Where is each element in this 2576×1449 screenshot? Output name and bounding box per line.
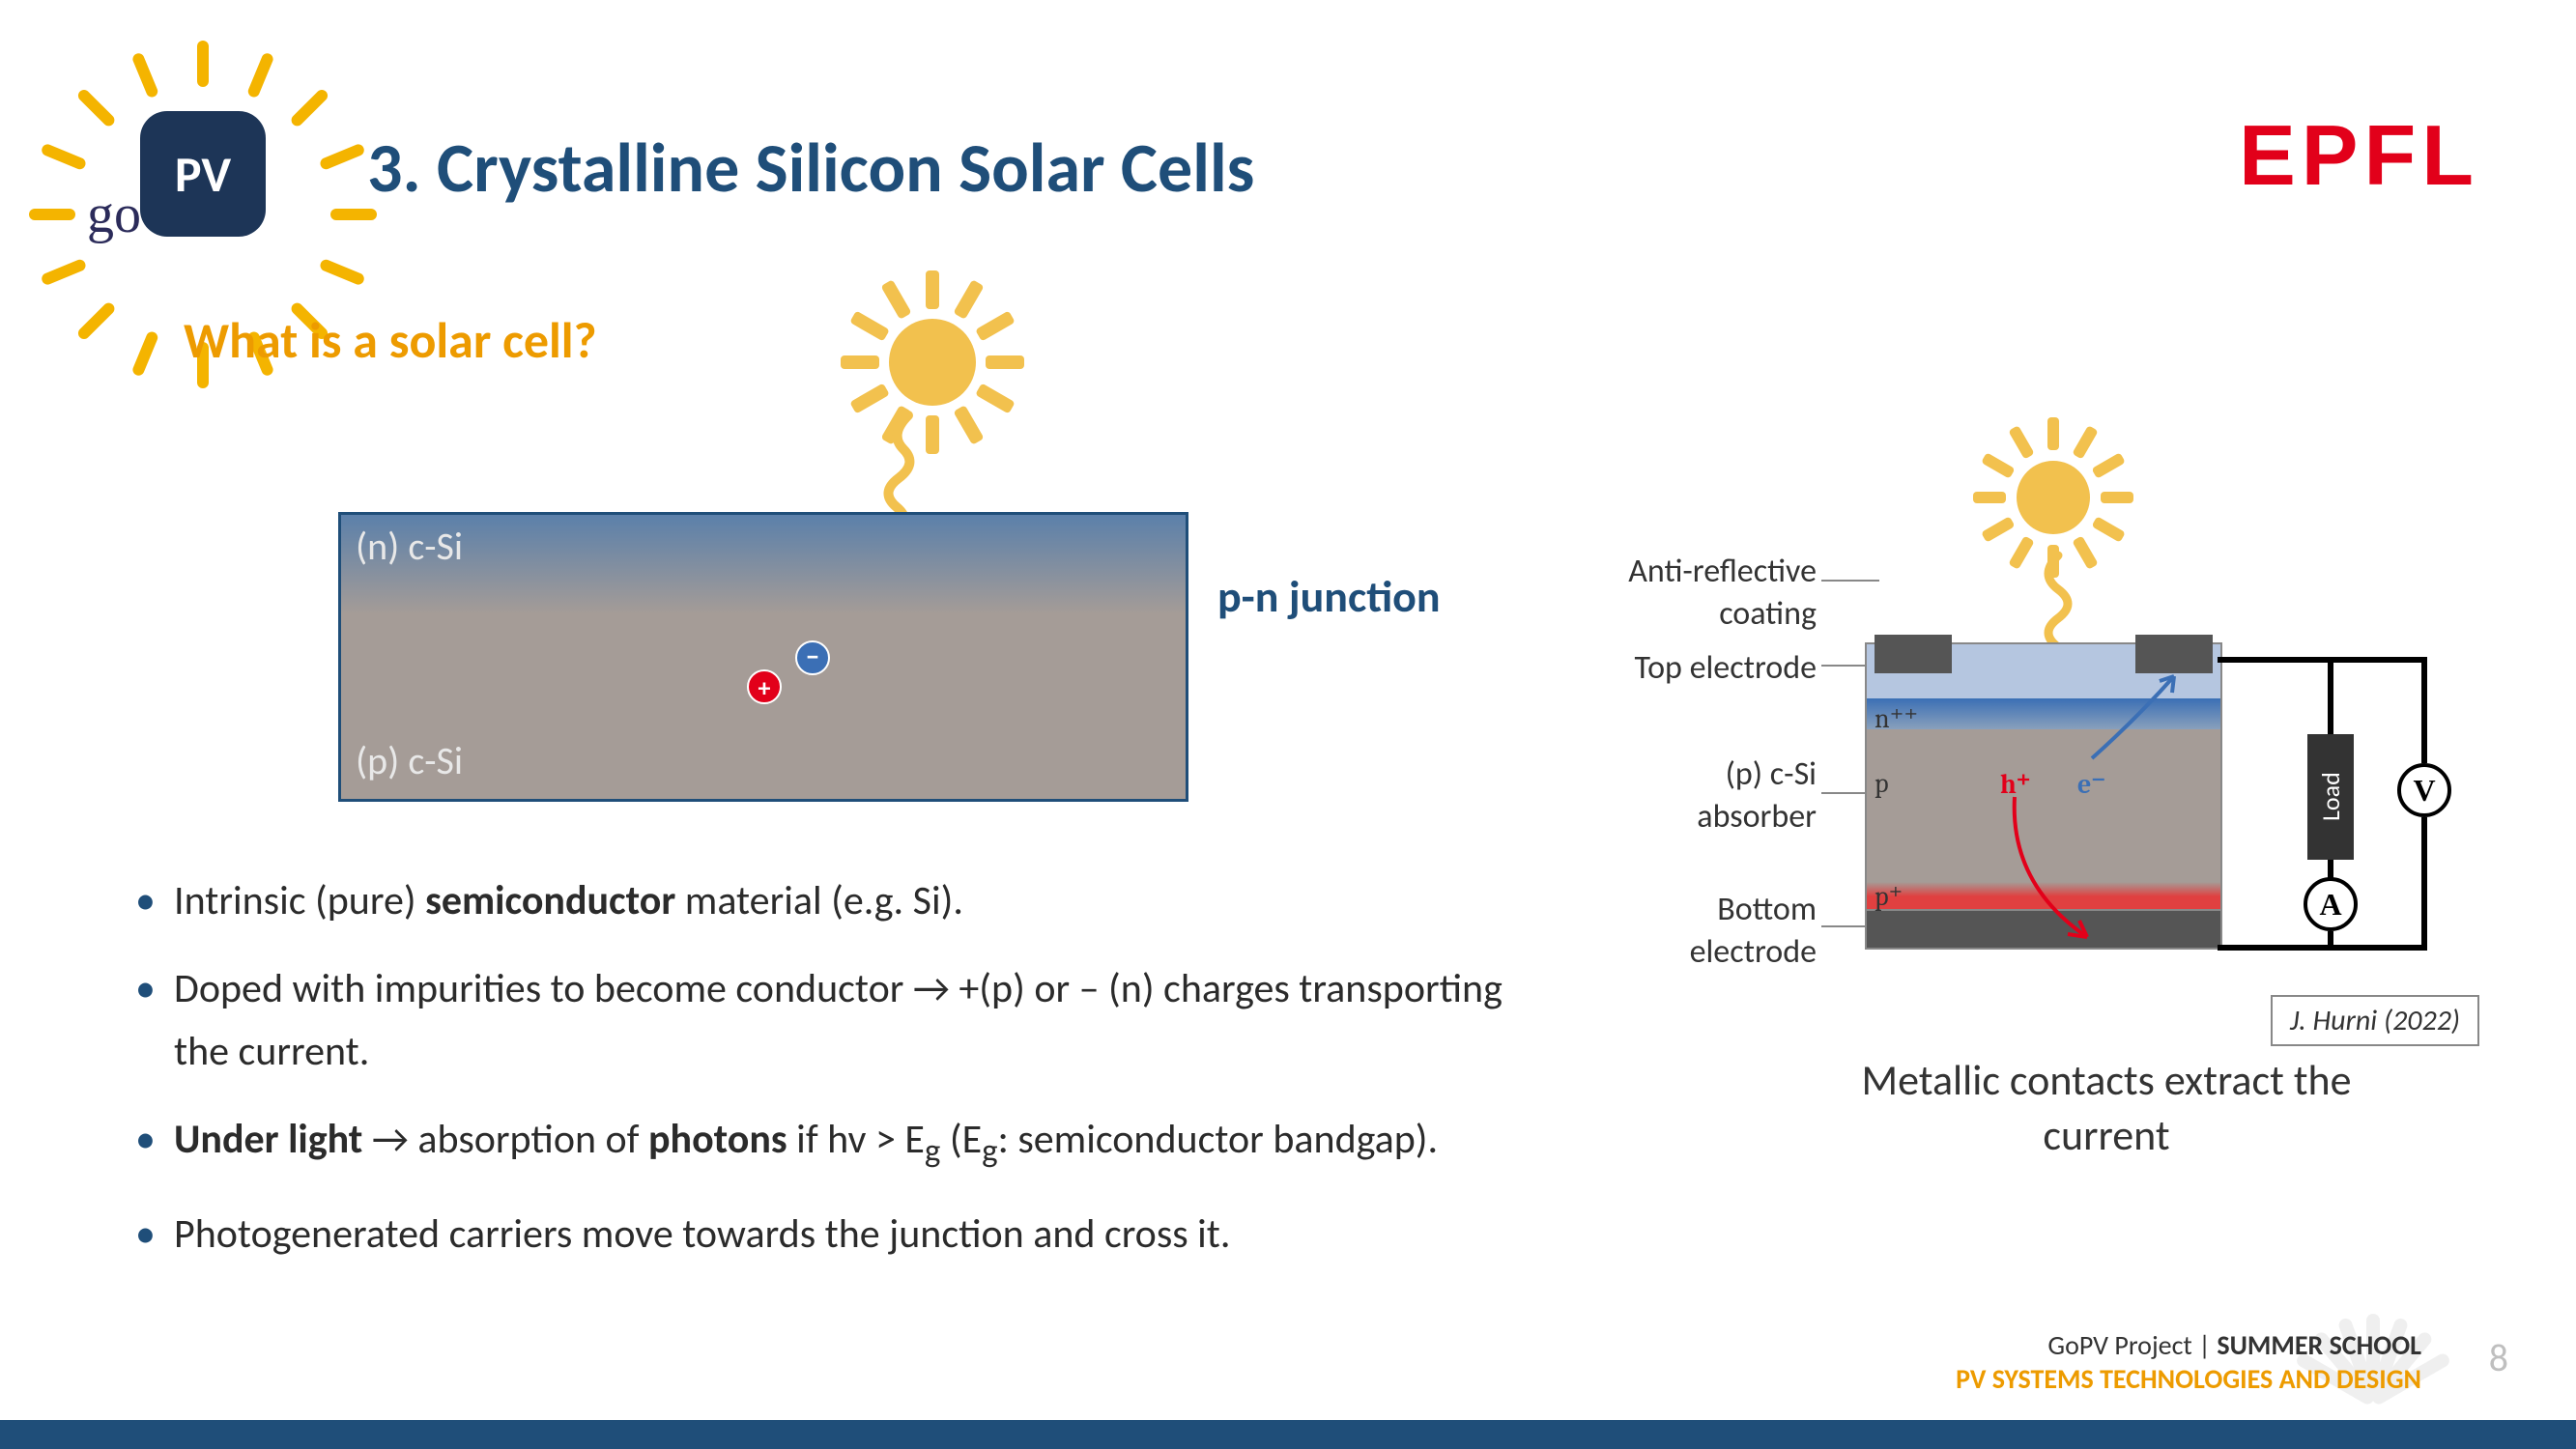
ammeter: A bbox=[2304, 877, 2358, 931]
p-layer-label: (p) c-Si bbox=[356, 737, 463, 784]
pn-junction-diagram: (n) c-Si (p) c-Si + – bbox=[338, 512, 1188, 802]
p-layer bbox=[1865, 729, 2222, 884]
label-top-electrode: Top electrode bbox=[1478, 647, 1817, 690]
bullet-item: Under light → absorption of photons if h… bbox=[126, 1108, 1527, 1178]
bottom-electrode bbox=[1865, 909, 2222, 950]
label-absorber: (p) c-Siabsorber bbox=[1478, 753, 1817, 838]
n-layer bbox=[1865, 698, 2222, 731]
footer-line-1: GoPV Project | SUMMER SCHOOL bbox=[2047, 1328, 2421, 1362]
hole-charge-icon: + bbox=[747, 669, 782, 704]
gopv-logo: PV go bbox=[77, 58, 329, 290]
epfl-brand: EPFL bbox=[2239, 106, 2479, 205]
wire bbox=[2328, 860, 2333, 879]
wire bbox=[2331, 657, 2427, 663]
pointer-line bbox=[1821, 925, 1870, 927]
pn-caption: p-n junction bbox=[1217, 570, 1441, 624]
page-title: 3. Crystalline Silicon Solar Cells bbox=[367, 126, 1254, 211]
citation: J. Hurni (2022) bbox=[2271, 995, 2479, 1046]
e-minus-label: e⁻ bbox=[2077, 768, 2105, 800]
pointer-line bbox=[1821, 665, 1865, 667]
footer-line-2: PV SYSTEMS TECHNOLOGIES AND DESIGN bbox=[1956, 1362, 2421, 1396]
voltmeter: V bbox=[2397, 763, 2451, 817]
section-subtitle: What is a solar cell? bbox=[184, 309, 597, 371]
top-electrode-left bbox=[1875, 635, 1952, 673]
n-layer-label: (n) c-Si bbox=[356, 523, 463, 570]
watermark-rays bbox=[2247, 1121, 2499, 1314]
npp-label: n⁺⁺ bbox=[1875, 702, 1918, 734]
wire bbox=[2328, 657, 2333, 734]
label-bottom-electrode: Bottomelectrode bbox=[1478, 889, 1817, 974]
page-number: 8 bbox=[2489, 1334, 2508, 1381]
bullet-item: Intrinsic (pure) semiconductor material … bbox=[126, 869, 1527, 932]
pointer-line bbox=[1821, 580, 1879, 582]
wire bbox=[2218, 657, 2333, 663]
electron-charge-icon: – bbox=[795, 640, 830, 675]
logo-go-text: go bbox=[87, 184, 141, 245]
load-box: Load bbox=[2307, 734, 2354, 860]
wire bbox=[2421, 657, 2427, 763]
bullet-item: Doped with impurities to become conducto… bbox=[126, 957, 1527, 1083]
pointer-line bbox=[1821, 792, 1870, 794]
wire bbox=[2421, 817, 2427, 951]
wire bbox=[2331, 945, 2427, 951]
h-plus-label: h⁺ bbox=[2000, 768, 2031, 800]
p-plus-layer bbox=[1865, 882, 2222, 911]
p-label: p bbox=[1875, 768, 1889, 799]
bullet-list: Intrinsic (pure) semiconductor material … bbox=[126, 869, 1527, 1291]
footer-bar bbox=[0, 1420, 2576, 1449]
logo-pv-text: PV bbox=[175, 143, 231, 205]
top-electrode-right bbox=[2135, 635, 2213, 673]
footer-project: GoPV Project bbox=[2047, 1328, 2191, 1362]
solar-cell-cross-section: n⁺⁺ p p⁺ h⁺ e⁻ bbox=[1865, 642, 2222, 961]
wire bbox=[2218, 945, 2333, 951]
label-ar-coating: Anti-reflectivecoating bbox=[1478, 551, 1817, 636]
pplus-label: p⁺ bbox=[1875, 880, 1903, 912]
bullet-item: Photogenerated carriers move towards the… bbox=[126, 1203, 1527, 1265]
footer-school: SUMMER SCHOOL bbox=[2217, 1328, 2421, 1362]
